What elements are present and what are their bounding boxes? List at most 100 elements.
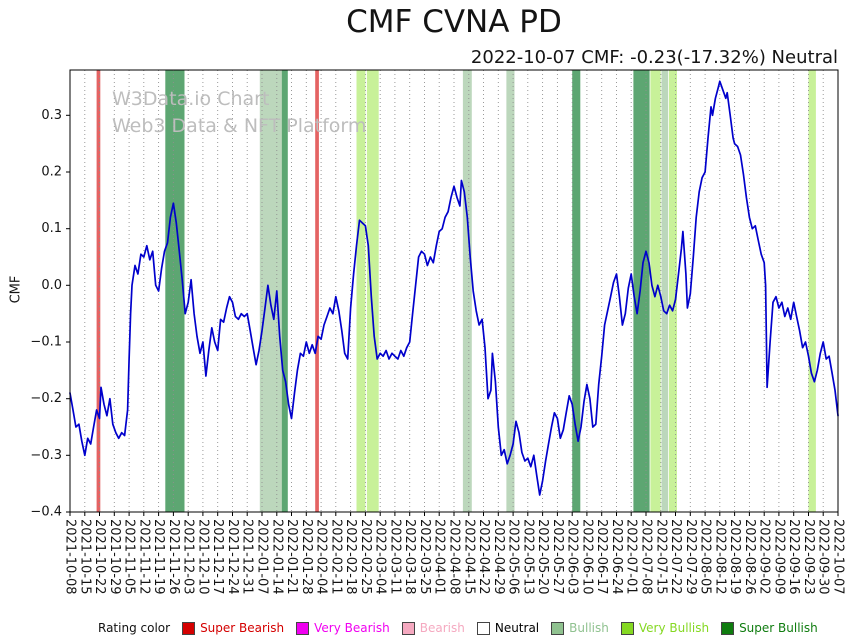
x-tick-label: 2022-06-24 xyxy=(609,519,624,595)
rating-band-super_bullish xyxy=(572,70,581,512)
rating-band-super_bearish xyxy=(315,70,319,512)
rating-band-bullish xyxy=(259,70,282,512)
legend-label: Bullish xyxy=(569,621,609,635)
x-tick-label: 2021-10-22 xyxy=(92,519,107,595)
x-tick-label: 2022-03-25 xyxy=(417,519,432,595)
x-tick-label: 2021-10-08 xyxy=(63,519,78,595)
legend-swatch xyxy=(401,621,415,635)
x-tick-label: 2022-03-11 xyxy=(387,519,402,595)
legend-swatch xyxy=(296,621,310,635)
rating-band-very_bullish xyxy=(356,70,366,512)
rating-band-very_bullish xyxy=(366,70,379,512)
x-tick-label: 2022-08-19 xyxy=(727,519,742,595)
x-tick-label: 2022-05-27 xyxy=(550,519,565,595)
x-tick-label: 2022-03-18 xyxy=(402,519,417,595)
x-tick-label: 2022-04-08 xyxy=(447,519,462,595)
y-tick-label: −0.4 xyxy=(30,505,62,520)
x-tick-label: 2022-04-22 xyxy=(476,519,491,595)
x-tick-label: 2021-10-29 xyxy=(107,519,122,595)
y-tick-label: −0.2 xyxy=(30,391,62,406)
legend-swatch xyxy=(476,621,490,635)
legend-title: Rating color xyxy=(98,621,171,635)
rating-band-super_bullish xyxy=(281,70,288,512)
rating-band-bullish xyxy=(506,70,515,512)
watermark-line2: Web3 Data & NFT Platform xyxy=(112,114,367,137)
x-tick-label: 2022-10-07 xyxy=(831,519,846,595)
watermark: W3Data.io Chart Web3 Data & NFT Platform xyxy=(112,86,366,140)
x-tick-label: 2022-05-06 xyxy=(506,519,521,595)
x-tick-label: 2022-09-30 xyxy=(816,519,831,595)
x-tick-label: 2022-09-23 xyxy=(801,519,816,595)
x-tick-label: 2022-02-18 xyxy=(343,519,358,595)
x-tick-label: 2022-05-13 xyxy=(520,519,535,595)
x-tick-label: 2022-09-02 xyxy=(757,519,772,595)
x-tick-label: 2022-01-21 xyxy=(284,519,299,595)
y-tick-label: −0.1 xyxy=(30,335,62,350)
x-tick-label: 2022-03-04 xyxy=(373,519,388,595)
x-tick-label: 2022-09-16 xyxy=(786,519,801,595)
rating-legend: Rating color Super Bearish Very Bearish Be… xyxy=(98,621,818,635)
x-tick-label: 2022-01-07 xyxy=(255,519,270,595)
x-tick-label: 2022-07-22 xyxy=(668,519,683,595)
legend-item-very-bearish: Very Bearish xyxy=(296,621,390,635)
legend-item-very-bullish: Very Bullish xyxy=(620,621,709,635)
chart-subtitle: 2022-10-07 CMF: -0.23(-17.32%) Neutral xyxy=(470,47,838,68)
legend-swatch xyxy=(620,621,634,635)
y-axis-label: CMF xyxy=(8,275,24,304)
x-tick-label: 2022-08-26 xyxy=(742,519,757,595)
x-tick-label: 2022-07-01 xyxy=(624,519,639,595)
x-tick-label: 2022-01-14 xyxy=(269,519,284,595)
y-tick-label: −0.3 xyxy=(30,448,62,463)
x-tick-label: 2022-06-10 xyxy=(579,519,594,595)
x-tick-label: 2021-11-05 xyxy=(122,519,137,595)
rating-band-bullish xyxy=(462,70,472,512)
cmf-line xyxy=(69,80,839,496)
x-tick-label: 2021-12-10 xyxy=(195,519,210,595)
x-tick-label: 2022-07-29 xyxy=(683,519,698,595)
y-tick-label: 0.2 xyxy=(41,165,62,180)
rating-band-super_bullish xyxy=(633,70,650,512)
chart-title: CMF CVNA PD xyxy=(346,4,562,40)
legend-label: Very Bearish xyxy=(314,621,390,635)
x-tick-label: 2022-08-05 xyxy=(698,519,713,595)
x-tick-label: 2022-04-15 xyxy=(461,519,476,595)
legend-swatch xyxy=(551,621,565,635)
x-tick-label: 2022-07-08 xyxy=(639,519,654,595)
y-tick-label: 0.0 xyxy=(41,278,62,293)
x-tick-label: 2021-11-26 xyxy=(166,519,181,595)
x-tick-label: 2022-02-11 xyxy=(328,519,343,595)
x-tick-label: 2021-10-15 xyxy=(77,519,92,595)
x-tick-label: 2021-11-12 xyxy=(136,519,151,595)
legend-items: Super Bearish Very Bearish Bearish Neutral B… xyxy=(182,621,818,635)
legend-item-neutral: Neutral xyxy=(476,621,540,635)
x-tick-label: 2022-06-03 xyxy=(565,519,580,595)
x-tick-label: 2022-06-17 xyxy=(594,519,609,595)
rating-band-super_bearish xyxy=(96,70,101,512)
x-tick-label: 2021-11-19 xyxy=(151,519,166,595)
legend-label: Super Bullish xyxy=(739,621,818,635)
x-tick-label: 2022-09-09 xyxy=(771,519,786,595)
x-tick-label: 2021-12-31 xyxy=(240,519,255,595)
x-tick-label: 2022-04-29 xyxy=(491,519,506,595)
legend-label: Neutral xyxy=(494,621,540,635)
legend-item-bearish: Bearish xyxy=(401,621,465,635)
x-tick-label: 2022-07-15 xyxy=(653,519,668,595)
x-tick-label: 2022-04-01 xyxy=(432,519,447,595)
x-tick-label: 2022-01-28 xyxy=(299,519,314,595)
legend-item-bullish: Bullish xyxy=(551,621,609,635)
x-tick-label: 2021-12-03 xyxy=(181,519,196,595)
legend-swatch xyxy=(721,621,735,635)
y-tick-label: 0.1 xyxy=(41,221,62,236)
x-tick-label: 2022-05-20 xyxy=(535,519,550,595)
watermark-line1: W3Data.io Chart xyxy=(112,88,270,110)
y-tick-label: 0.3 xyxy=(41,108,62,123)
rating-band-very_bullish xyxy=(808,70,816,512)
rating-band-super_bullish xyxy=(165,70,185,512)
legend-item-super-bearish: Super Bearish xyxy=(182,621,284,635)
rating-band-bullish xyxy=(661,70,669,512)
legend-swatch xyxy=(182,621,196,635)
legend-label: Bearish xyxy=(419,621,465,635)
x-tick-label: 2022-02-04 xyxy=(314,519,329,595)
